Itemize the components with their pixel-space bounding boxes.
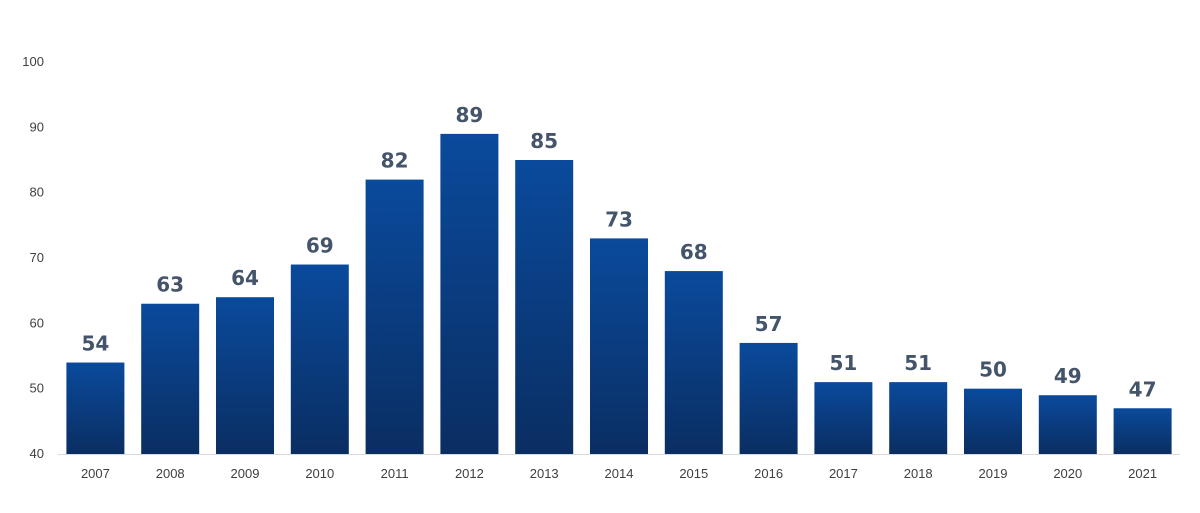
value-label-2021: 47 xyxy=(1129,377,1157,401)
bar-2013 xyxy=(515,160,574,454)
x-tick-label-2011: 2011 xyxy=(381,466,409,481)
bar-2016 xyxy=(739,342,798,454)
x-tick-label-2020: 2020 xyxy=(1053,466,1082,481)
bar-2021 xyxy=(1113,408,1172,454)
y-tick-label: 50 xyxy=(30,381,44,396)
x-tick-label-2007: 2007 xyxy=(81,466,110,481)
bar-2018 xyxy=(889,382,948,454)
bar-2014 xyxy=(590,238,648,454)
x-tick-label-2016: 2016 xyxy=(754,466,783,481)
value-label-2018: 51 xyxy=(904,351,932,375)
value-label-2019: 50 xyxy=(979,358,1007,382)
bar-2017 xyxy=(814,382,873,454)
value-label-2008: 63 xyxy=(156,273,184,297)
value-label-2012: 89 xyxy=(455,103,483,127)
x-axis: 2007 2008 2009 2010 2011 2012 2013 2014 2015 2016… xyxy=(81,466,1157,481)
value-label-2016: 57 xyxy=(755,312,783,336)
value-label-2020: 49 xyxy=(1054,364,1082,388)
x-tick-label-2012: 2012 xyxy=(455,466,484,481)
x-tick-label-2013: 2013 xyxy=(530,466,559,481)
y-tick-label: 70 xyxy=(30,250,44,265)
value-label-2007: 54 xyxy=(81,332,109,356)
y-tick-label: 80 xyxy=(30,185,44,200)
x-tick-label-2008: 2008 xyxy=(156,466,185,481)
bar-2010 xyxy=(290,264,349,454)
bar-2020 xyxy=(1038,395,1097,454)
bar-2019 xyxy=(964,388,1022,454)
x-tick-label-2018: 2018 xyxy=(904,466,933,481)
bar-2007 xyxy=(66,362,125,454)
value-label-2010: 69 xyxy=(306,234,334,258)
bars xyxy=(66,133,1172,454)
x-tick-label-2014: 2014 xyxy=(605,466,634,481)
x-tick-label-2010: 2010 xyxy=(305,466,334,481)
x-tick-label-2017: 2017 xyxy=(829,466,858,481)
value-label-2013: 85 xyxy=(530,129,558,153)
bar-2015 xyxy=(664,271,723,454)
bar-2009 xyxy=(216,297,274,454)
bar-2012 xyxy=(440,133,499,454)
y-tick-label: 90 xyxy=(30,119,44,134)
x-tick-label-2019: 2019 xyxy=(979,466,1008,481)
value-label-2017: 51 xyxy=(829,351,857,375)
y-tick-label: 100 xyxy=(22,54,44,69)
y-tick-label: 40 xyxy=(30,446,44,461)
x-tick-label-2015: 2015 xyxy=(679,466,708,481)
value-label-2014: 73 xyxy=(605,207,633,231)
value-label-2015: 68 xyxy=(680,240,708,264)
bar-2011 xyxy=(365,179,424,454)
x-tick-label-2009: 2009 xyxy=(231,466,260,481)
bar-2008 xyxy=(141,303,200,454)
y-axis: 40 50 60 70 80 90 100 xyxy=(22,54,44,461)
x-tick-label-2021: 2021 xyxy=(1128,466,1157,481)
value-label-2011: 82 xyxy=(381,149,409,173)
y-tick-label: 60 xyxy=(30,315,44,330)
value-label-2009: 64 xyxy=(231,266,259,290)
value-labels: 54 63 64 69 82 89 85 73 68 57 51 51 50 49 47 xyxy=(81,103,1156,401)
